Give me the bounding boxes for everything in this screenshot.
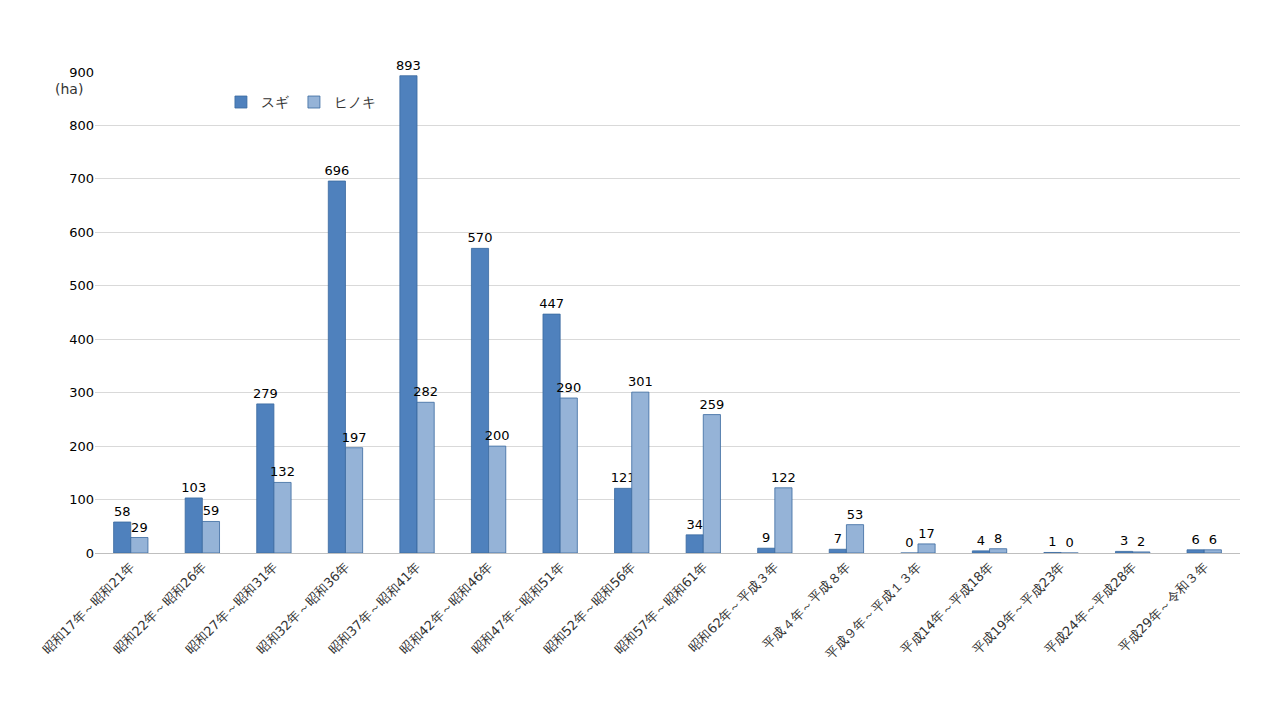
svg-text:0: 0 [905, 535, 913, 550]
svg-text:100: 100 [69, 492, 94, 507]
svg-text:昭和27年～昭和31年: 昭和27年～昭和31年 [182, 559, 280, 657]
svg-text:昭和62年～平成３年: 昭和62年～平成３年 [686, 559, 782, 655]
svg-text:平成４年～平成８年: 平成４年～平成８年 [760, 559, 853, 652]
svg-text:昭和42年～昭和46年: 昭和42年～昭和46年 [397, 559, 495, 657]
svg-text:500: 500 [69, 278, 94, 293]
svg-text:200: 200 [69, 439, 94, 454]
svg-text:53: 53 [847, 507, 864, 522]
svg-text:58: 58 [114, 504, 131, 519]
svg-text:59: 59 [203, 503, 220, 518]
svg-text:ヒノキ: ヒノキ [334, 94, 376, 110]
svg-text:132: 132 [270, 464, 295, 479]
svg-text:6: 6 [1191, 532, 1199, 547]
svg-text:1: 1 [1048, 534, 1056, 549]
svg-text:800: 800 [69, 118, 94, 133]
svg-text:昭和17年～昭和21年: 昭和17年～昭和21年 [39, 559, 137, 657]
svg-text:2: 2 [1137, 534, 1145, 549]
svg-text:121: 121 [611, 470, 636, 485]
svg-text:(ha): (ha) [55, 81, 83, 97]
svg-text:447: 447 [539, 296, 564, 311]
svg-text:301: 301 [628, 374, 653, 389]
svg-text:696: 696 [324, 163, 349, 178]
svg-text:400: 400 [69, 332, 94, 347]
svg-text:スギ: スギ [261, 94, 289, 110]
svg-text:昭和22年～昭和26年: 昭和22年～昭和26年 [111, 559, 209, 657]
svg-text:290: 290 [556, 380, 581, 395]
svg-text:昭和57年～昭和61年: 昭和57年～昭和61年 [612, 559, 710, 657]
svg-text:9: 9 [762, 530, 770, 545]
svg-text:29: 29 [131, 520, 148, 535]
svg-text:103: 103 [181, 480, 206, 495]
svg-text:7: 7 [834, 531, 842, 546]
svg-text:600: 600 [69, 225, 94, 240]
svg-text:平成19年～平成23年: 平成19年～平成23年 [969, 559, 1067, 657]
svg-text:平成29年～令和３年: 平成29年～令和３年 [1115, 559, 1211, 655]
svg-text:700: 700 [69, 171, 94, 186]
svg-text:8: 8 [994, 531, 1002, 546]
svg-text:197: 197 [342, 430, 367, 445]
svg-text:昭和47年～昭和51年: 昭和47年～昭和51年 [469, 559, 567, 657]
svg-text:279: 279 [253, 386, 278, 401]
svg-text:0: 0 [1066, 535, 1074, 550]
svg-text:122: 122 [771, 470, 796, 485]
svg-text:昭和37年～昭和41年: 昭和37年～昭和41年 [325, 559, 423, 657]
svg-text:平成９年～平成１３年: 平成９年～平成１３年 [822, 559, 925, 662]
svg-text:900: 900 [69, 65, 94, 80]
svg-text:6: 6 [1209, 532, 1217, 547]
svg-text:282: 282 [413, 384, 438, 399]
svg-text:3: 3 [1120, 533, 1128, 548]
svg-text:17: 17 [918, 526, 935, 541]
svg-text:平成24年～平成28年: 平成24年～平成28年 [1041, 559, 1139, 657]
svg-text:570: 570 [468, 230, 493, 245]
svg-text:0: 0 [86, 546, 94, 561]
svg-text:34: 34 [686, 517, 703, 532]
svg-text:昭和52年～昭和56年: 昭和52年～昭和56年 [540, 559, 638, 657]
svg-text:昭和32年～昭和36年: 昭和32年～昭和36年 [254, 559, 352, 657]
svg-text:300: 300 [69, 385, 94, 400]
svg-text:893: 893 [396, 58, 421, 73]
svg-text:平成14年～平成18年: 平成14年～平成18年 [898, 559, 996, 657]
svg-text:259: 259 [699, 397, 724, 412]
svg-text:4: 4 [977, 533, 985, 548]
svg-text:200: 200 [485, 428, 510, 443]
